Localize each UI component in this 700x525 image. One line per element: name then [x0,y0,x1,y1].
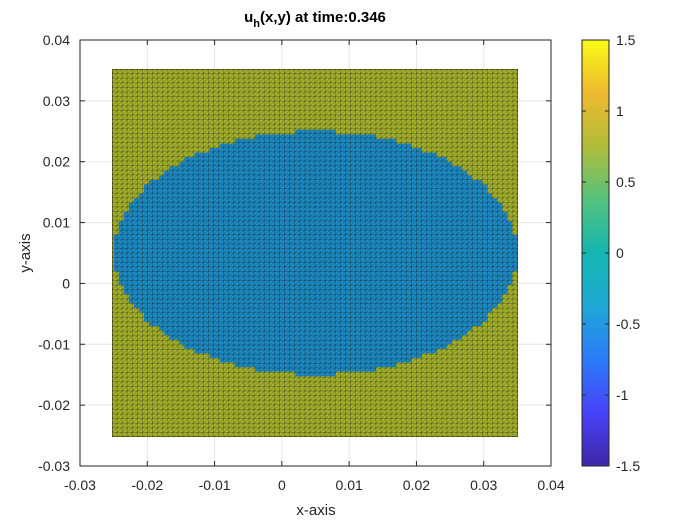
y-axis-label: y-axis [17,233,34,272]
colorbar-tick-label: -0.5 [616,316,640,332]
y-tick-label: -0.02 [38,397,70,413]
axis-ticks [79,39,552,467]
chart-title: uh(x,y) at time:0.346 [244,9,386,30]
x-tick-label: 0.04 [537,477,564,493]
x-tick-label: -0.02 [131,477,163,493]
x-tick-label: -0.01 [199,477,231,493]
x-tick-label: 0 [278,477,286,493]
colorbar [581,39,610,467]
triangle-mesh [112,69,518,437]
x-tick-labels: -0.03 -0.02 -0.01 0 0.01 0.02 0.03 0.04 [64,477,565,493]
y-tick-label: 0 [62,275,70,291]
colorbar-tick-label: -1.5 [616,458,640,474]
colorbar-tick-label: -1 [616,387,629,403]
x-tick-label: -0.03 [64,477,96,493]
x-tick-label: 0.01 [336,477,363,493]
colorbar-tick-label: 0.5 [616,174,636,190]
y-tick-label: 0.04 [43,32,70,48]
y-tick-label: -0.03 [38,458,70,474]
x-tick-label: 0.03 [470,477,497,493]
x-axis-label: x-axis [296,502,335,519]
y-tick-label: 0.02 [43,154,70,170]
y-tick-label: -0.01 [38,336,70,352]
colorbar-ticks: -1.5 -1 -0.5 0 0.5 1 1.5 [582,32,640,474]
y-tick-labels: -0.03 -0.02 -0.01 0 0.01 0.02 0.03 0.04 [38,32,70,474]
x-tick-label: 0.02 [403,477,430,493]
mesh-surface [112,69,518,437]
colorbar-tick-label: 1.5 [616,32,636,48]
y-tick-label: 0.01 [43,215,70,231]
colorbar-tick-label: 0 [616,245,624,261]
colorbar-tick-label: 1 [616,103,624,119]
y-tick-label: 0.03 [43,93,70,109]
axes-box [79,39,552,467]
